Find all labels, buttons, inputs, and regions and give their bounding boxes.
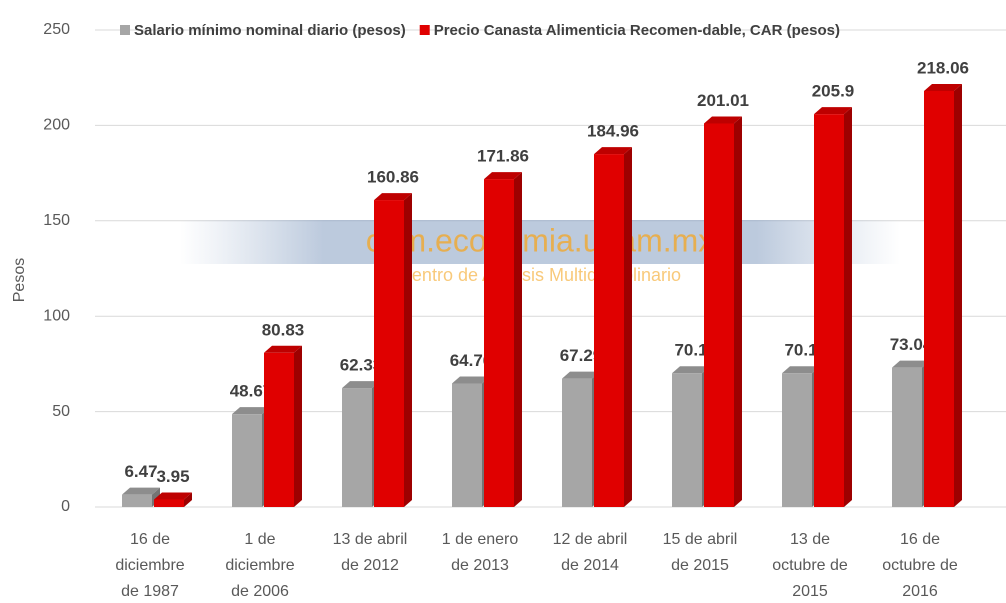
bar-side — [294, 345, 302, 507]
watermark-sub: Centro de Analisis Multidisciplinario — [399, 265, 681, 285]
bar — [122, 494, 152, 507]
data-label: 160.86 — [367, 168, 419, 187]
x-tick-label: 13 de abril — [333, 531, 408, 548]
y-axis-label: Pesos — [11, 258, 28, 302]
bar — [154, 499, 184, 507]
bar-side — [404, 193, 412, 508]
bar-top — [704, 116, 742, 124]
bar-top — [232, 407, 270, 415]
x-tick-label: 1 de enero — [442, 531, 519, 548]
bar-top — [122, 487, 160, 495]
bar — [814, 114, 844, 508]
y-tick-label: 250 — [43, 21, 70, 38]
x-tick-label: diciembre — [115, 557, 184, 574]
data-label: 80.83 — [262, 320, 305, 339]
data-label: 48.67 — [230, 382, 273, 401]
x-tick-label: 16 de — [900, 531, 940, 548]
y-tick-label: 150 — [43, 212, 70, 229]
bar-top — [672, 366, 710, 374]
bar-top — [814, 107, 852, 115]
data-label: 6.47 — [124, 462, 157, 481]
bar — [342, 388, 372, 507]
bar-side — [624, 147, 632, 507]
x-tick-label: octubre de — [772, 557, 848, 574]
bar — [924, 90, 954, 507]
data-label: 64.76 — [450, 351, 493, 370]
bar — [484, 179, 514, 507]
bar-top — [924, 83, 962, 91]
bar-top — [892, 360, 930, 368]
y-tick-label: 50 — [52, 403, 70, 420]
bar-top — [342, 381, 380, 389]
bar-top — [562, 371, 600, 379]
bar-top — [594, 147, 632, 155]
data-label: 205.9 — [812, 82, 855, 101]
legend-swatch — [120, 25, 130, 35]
x-tick-label: 12 de abril — [553, 531, 628, 548]
bar-top — [782, 366, 820, 374]
bar — [672, 373, 702, 507]
bar — [562, 378, 592, 507]
legend-label: Salario mínimo nominal diario (pesos) — [134, 22, 406, 39]
bar — [704, 123, 734, 507]
x-tick-label: de 2014 — [561, 557, 619, 574]
bar-side — [734, 116, 742, 507]
x-tick-label: de 2015 — [671, 557, 729, 574]
data-label: 184.96 — [587, 122, 639, 141]
data-label: 218.06 — [917, 58, 969, 77]
data-label: 73.04 — [890, 335, 933, 354]
bar — [594, 154, 624, 507]
bar-top — [264, 345, 302, 353]
x-tick-label: 2016 — [902, 583, 938, 600]
y-tick-label: 200 — [43, 117, 70, 134]
bar — [892, 367, 922, 507]
bar — [374, 200, 404, 508]
x-tick-label: de 2012 — [341, 557, 399, 574]
data-label: 70.1 — [674, 341, 707, 360]
y-tick-label: 0 — [61, 498, 70, 515]
bar-top — [374, 193, 412, 201]
bar-top — [484, 172, 522, 180]
bar — [782, 373, 812, 507]
bar-top — [452, 376, 490, 384]
watermark: cam.economia.unam.mx — [366, 222, 715, 258]
y-tick-label: 100 — [43, 307, 70, 324]
x-tick-label: 2015 — [792, 583, 828, 600]
data-label: 171.86 — [477, 147, 529, 166]
bar-side — [954, 83, 962, 507]
bar-top — [154, 492, 192, 500]
x-tick-label: de 2006 — [231, 583, 289, 600]
bar-side — [184, 492, 192, 507]
data-label: 201.01 — [697, 91, 749, 110]
x-tick-label: de 2013 — [451, 557, 509, 574]
bar — [452, 383, 482, 507]
x-tick-label: diciembre — [225, 557, 294, 574]
legend-label: Precio Canasta Alimenticia Recomen-dable… — [434, 22, 840, 39]
x-tick-label: 16 de — [130, 531, 170, 548]
bar — [264, 352, 294, 507]
bar-side — [514, 172, 522, 507]
data-label: 67.29 — [560, 346, 603, 365]
data-label: 62.33 — [340, 356, 383, 375]
x-tick-label: 15 de abril — [663, 531, 738, 548]
data-label: 3.95 — [156, 467, 189, 486]
data-label: 70.1 — [784, 341, 817, 360]
x-tick-label: 13 de — [790, 531, 830, 548]
bar-side — [844, 107, 852, 508]
watermark-band — [180, 220, 900, 264]
bar — [232, 414, 262, 507]
x-tick-label: 1 de — [244, 531, 275, 548]
x-tick-label: octubre de — [882, 557, 958, 574]
x-tick-label: de 1987 — [121, 583, 179, 600]
legend-swatch — [419, 25, 430, 35]
